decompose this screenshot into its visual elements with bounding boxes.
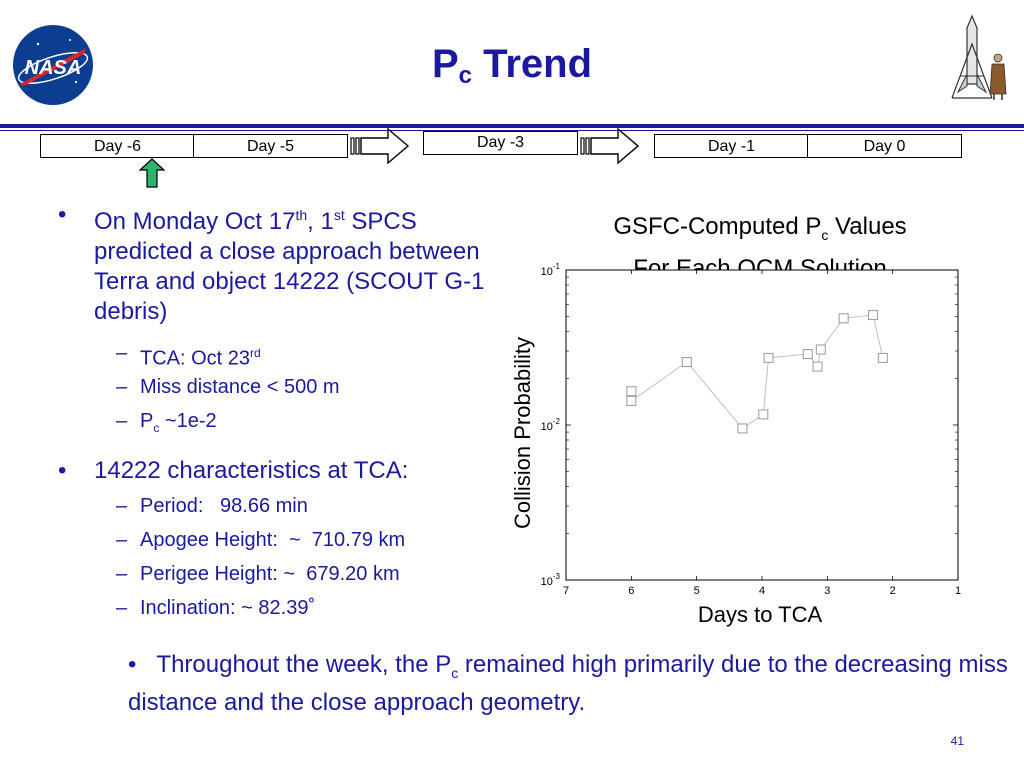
bottom-note-bullet: • — [128, 651, 157, 678]
header-rule-thin — [0, 130, 1024, 131]
x-tick-label: 3 — [824, 585, 830, 597]
pc-rest: ~1e-2 — [159, 410, 217, 432]
current-day-marker-arrow-icon — [139, 158, 165, 188]
title-rest: Trend — [472, 42, 593, 86]
timeline-arrow-2-icon — [580, 127, 640, 165]
page-title: Pc Trend — [0, 42, 1024, 90]
bullet-2-marker: • — [58, 457, 67, 484]
data-point — [815, 344, 826, 355]
bottom-note-rest: remained high primarily due to the decre… — [128, 651, 1008, 716]
timeline-day-6: Day -6 — [40, 134, 195, 158]
sub-tca: TCA: Oct 23rd — [140, 341, 261, 371]
page-number: 41 — [950, 734, 964, 748]
b1-sup1: th — [295, 207, 308, 223]
title-p: P — [431, 42, 459, 86]
sub-dash-tca: – — [116, 342, 128, 364]
tca-prefix: TCA: Oct 23 — [140, 347, 251, 370]
sub-pc: Pc ~1e-2 — [140, 409, 217, 440]
data-point — [737, 423, 748, 434]
bottom-note: • Throughout the week, the Pc remained h… — [128, 650, 1008, 718]
sub-apogee: Apogee Height: ~ 710.79 km — [140, 529, 406, 551]
nasa-logo: NASA — [13, 25, 93, 105]
chart-title-line1: GSFC-Computed Pc Values — [560, 210, 960, 252]
x-tick-label: 6 — [628, 585, 634, 597]
data-point — [877, 352, 888, 363]
bullet-1-marker: • — [58, 201, 67, 228]
b1-mid: , 1 — [307, 208, 334, 235]
timeline-day-1: Day -1 — [654, 134, 809, 158]
y-tick-label: 10-2 — [541, 417, 561, 433]
rocket-figure-illustration — [951, 14, 1007, 100]
data-point — [681, 356, 692, 367]
data-point — [626, 395, 637, 406]
b1-prefix: On Monday Oct 17 — [94, 208, 296, 235]
chart-title-sub: c — [821, 226, 829, 243]
timeline-arrow-1-icon — [350, 127, 410, 165]
timeline-day-3: Day -3 — [423, 131, 578, 155]
plot-frame — [565, 269, 959, 581]
pc-sub: c — [153, 421, 160, 435]
data-point — [838, 313, 849, 324]
x-tick-label: 4 — [759, 585, 765, 597]
data-point — [626, 386, 637, 397]
sub-inclination: Inclination: ~ 82.39˚ — [140, 597, 316, 619]
timeline-day-0: Day 0 — [807, 134, 962, 158]
data-point — [758, 409, 769, 420]
sub-perigee: Perigee Height: ~ 679.20 km — [140, 563, 400, 585]
y-axis-label: Collision Probability — [510, 337, 535, 529]
y-tick-label: 10-3 — [541, 572, 561, 588]
x-axis-label: Days to TCA — [697, 602, 823, 627]
data-point — [763, 352, 774, 363]
b1-sup2: st — [333, 207, 345, 223]
sub-dash-pc: – — [116, 410, 128, 432]
data-point — [868, 310, 879, 321]
nasa-logo-text: NASA — [25, 57, 82, 79]
data-point — [812, 361, 823, 372]
y-tick-label: 10-1 — [541, 262, 561, 278]
sub-dash-miss: – — [116, 376, 128, 398]
bottom-note-sub: c — [451, 664, 459, 681]
pc-main: P — [140, 410, 154, 432]
sub-dash-perigee: – — [116, 563, 128, 585]
header-rule-thick — [0, 124, 1024, 128]
bullet-1-text: On Monday Oct 17th, 1st SPCS predicted a… — [94, 200, 494, 327]
chart-title-main: GSFC-Computed P — [613, 213, 822, 240]
x-tick-label: 7 — [563, 585, 569, 597]
x-tick-label: 2 — [890, 585, 896, 597]
x-tick-label: 5 — [694, 585, 700, 597]
data-point — [802, 349, 813, 360]
x-tick-label: 1 — [955, 585, 961, 597]
sub-miss-distance: Miss distance < 500 m — [140, 376, 340, 398]
chart-title-rest: Values — [828, 213, 907, 240]
sub-period: Period: 98.66 min — [140, 495, 308, 517]
sub-dash-inclination: – — [116, 597, 128, 619]
b1-rest: SPCS predicted a close approach between … — [94, 208, 485, 325]
chart-plot: 7 6 5 4 3 2 1 10-1 10-2 10-3 — [541, 262, 961, 597]
bullet-2-text: 14222 characteristics at TCA: — [94, 457, 409, 484]
title-sub: c — [458, 62, 472, 89]
sub-dash-period: – — [116, 495, 128, 517]
bottom-note-prefix: Throughout the week, the P — [156, 651, 452, 678]
sub-dash-apogee: – — [116, 529, 128, 551]
tca-sup: rd — [250, 346, 261, 360]
timeline-day-5: Day -5 — [193, 134, 348, 158]
